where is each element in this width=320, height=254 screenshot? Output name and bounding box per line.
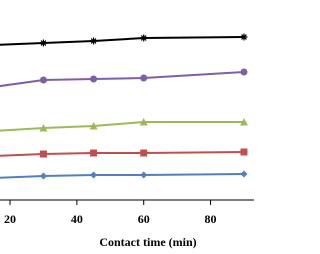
series-line <box>0 71 245 88</box>
x-axis-label: Contact time (min) <box>99 235 196 249</box>
marker <box>240 68 248 76</box>
marker <box>39 124 48 132</box>
marker <box>140 149 148 157</box>
x-tick-label: 20 <box>4 212 16 226</box>
marker <box>90 149 98 157</box>
marker <box>39 76 47 84</box>
marker <box>240 33 248 41</box>
x-tick-label: 80 <box>205 212 217 226</box>
plot-area <box>0 33 248 180</box>
marker <box>39 150 47 158</box>
marker <box>90 37 98 45</box>
x-tick-label: 60 <box>138 212 150 226</box>
marker <box>140 171 148 179</box>
marker <box>140 34 148 42</box>
marker <box>39 172 47 180</box>
marker <box>39 39 47 47</box>
marker <box>240 148 248 156</box>
series-line <box>0 151 244 157</box>
marker <box>139 118 148 126</box>
marker <box>240 170 248 178</box>
series-line <box>0 173 244 179</box>
series-line <box>0 36 244 46</box>
marker <box>239 118 248 126</box>
x-tick-label: 40 <box>71 212 83 226</box>
marker <box>89 122 98 130</box>
marker <box>140 74 148 82</box>
series-line <box>0 121 244 132</box>
marker <box>90 171 98 179</box>
chart: Contact time (min) 20 40 60 80 <box>0 33 254 249</box>
marker <box>90 75 98 83</box>
